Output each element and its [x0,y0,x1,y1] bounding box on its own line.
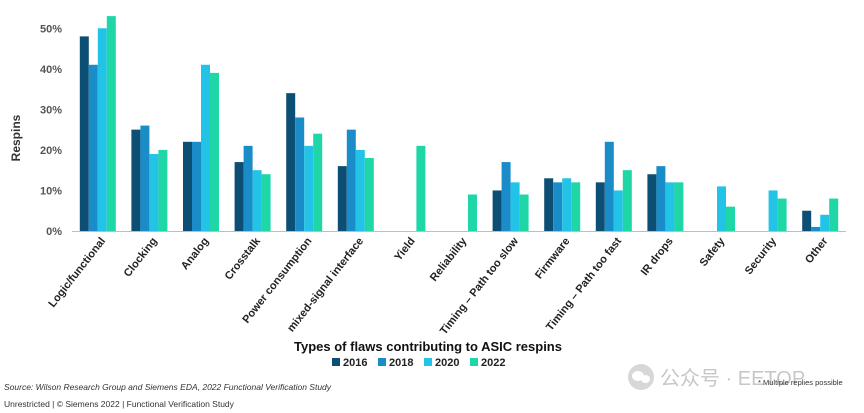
y-axis-label: Respins [9,114,23,161]
bar [355,149,365,231]
bar [519,194,529,231]
x-tick-label: Analog [179,235,211,272]
bar [544,178,554,231]
x-axis-label: Types of flaws contributing to ASIC resp… [294,339,562,354]
bar [416,145,426,231]
y-tick-label: 40% [40,64,62,76]
legend-swatch [470,358,478,366]
y-tick-label: 30% [40,104,62,116]
bar [286,93,296,232]
bar [553,182,563,231]
bar [252,170,262,231]
x-axis: Logic/functional Clocking Analog CrosstalkP… [46,231,846,337]
bar [79,36,89,231]
legend-label: 2016 [343,357,367,369]
bar [243,145,253,231]
bar [313,133,323,231]
y-tick-label: 20% [40,145,62,157]
x-tick-label: Safety [698,235,728,269]
bar [811,226,821,231]
bar [726,206,735,231]
legend-label: 2022 [481,357,505,369]
bar [777,198,787,231]
footnote: * Multiple replies possible [758,378,843,387]
bar [131,129,141,231]
y-axis: 0% 10% 20% 30% 40% 50% [40,23,62,238]
bar [106,16,116,232]
bar [140,125,150,231]
bar [829,198,839,231]
bar [595,182,605,231]
bar [210,72,219,231]
bar [234,162,244,231]
bar [346,129,356,231]
bar [295,117,305,231]
bar [337,166,347,231]
legend-label: 2020 [435,357,459,369]
bar [647,174,657,231]
watermark: 公众号 · EETOP [628,362,805,391]
bar [820,214,830,231]
legend-swatch [424,358,432,366]
bar [562,178,572,231]
copyright-text: Unrestricted | © Siemens 2022 | Function… [4,399,234,409]
wechat-icon [628,363,654,390]
chart: 0% 10% 20% 30% 40% 50% Logic/functional Clocki… [9,16,846,369]
bar [802,210,812,231]
bar [656,166,666,231]
bar [158,149,168,231]
bar [88,64,98,231]
bar [604,141,614,231]
x-tick-label: Crosstalk [223,235,264,283]
bar [183,141,192,231]
x-tick-label: Logic/functional [46,235,108,309]
legend: 2016 2018 2020 2022 [332,357,505,369]
y-tick-label: 0% [46,226,62,238]
bar [674,182,684,231]
bar [717,186,726,231]
x-tick-label: Yield [392,235,417,263]
legend-label: 2018 [389,357,413,369]
x-tick-label: Reliability [428,235,470,284]
x-tick-label: IR drops [639,235,676,278]
bar [510,182,520,231]
bar [304,145,314,231]
x-tick-label: Firmware [533,235,573,281]
bar [571,182,581,231]
bars [79,16,839,232]
bar [364,158,374,231]
bar [97,28,107,231]
bar [622,170,632,231]
x-tick-label: Clocking [122,235,160,279]
bar [501,162,511,231]
legend-swatch [378,358,386,366]
x-tick-label: Other [803,235,831,266]
bar [768,190,778,231]
bar [665,182,675,231]
bar [613,190,623,231]
bar [468,194,477,231]
y-tick-label: 10% [40,185,62,197]
bar [492,190,502,231]
legend-swatch [332,358,340,366]
y-tick-label: 50% [40,23,62,35]
x-tick-label: Security [743,235,780,277]
bar [261,174,271,231]
source-text: Source: Wilson Research Group and Siemen… [4,382,332,392]
bar [201,64,210,231]
watermark-text: 公众号 · EETOP [660,368,806,390]
bar [149,153,159,231]
bar [192,141,201,231]
